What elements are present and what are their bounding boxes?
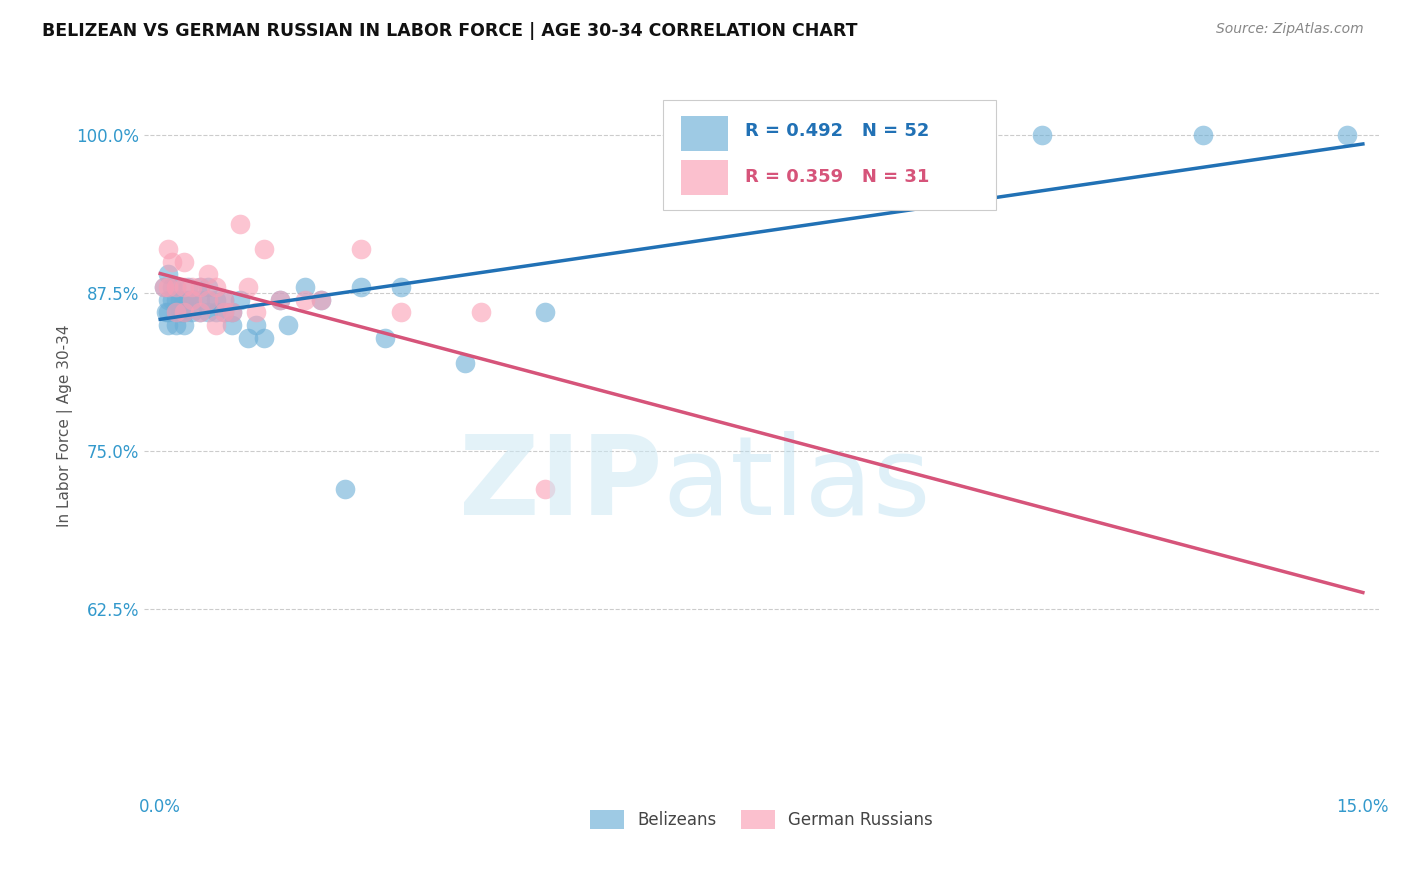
- Point: [309, 293, 332, 307]
- Point: [169, 305, 191, 319]
- Point: [197, 305, 219, 319]
- Point: [177, 293, 200, 307]
- Point: [214, 305, 236, 319]
- Point: [181, 293, 204, 307]
- Point: [160, 255, 183, 269]
- Point: [221, 318, 243, 332]
- Point: [214, 305, 236, 319]
- Point: [173, 305, 195, 319]
- Point: [197, 268, 219, 282]
- Point: [153, 280, 176, 294]
- Point: [188, 305, 211, 319]
- Point: [188, 280, 211, 294]
- Point: [188, 293, 211, 307]
- Point: [534, 305, 557, 319]
- Point: [253, 242, 276, 256]
- Text: BELIZEAN VS GERMAN RUSSIAN IN LABOR FORCE | AGE 30-34 CORRELATION CHART: BELIZEAN VS GERMAN RUSSIAN IN LABOR FORC…: [42, 22, 858, 40]
- Point: [173, 293, 195, 307]
- Point: [294, 280, 316, 294]
- Point: [160, 293, 183, 307]
- FancyBboxPatch shape: [662, 100, 995, 210]
- Point: [153, 280, 176, 294]
- Point: [389, 280, 412, 294]
- Point: [1191, 128, 1213, 143]
- Point: [269, 293, 291, 307]
- Point: [165, 305, 187, 319]
- Point: [157, 318, 180, 332]
- Point: [173, 280, 195, 294]
- Point: [221, 305, 243, 319]
- Point: [181, 305, 204, 319]
- Point: [157, 242, 180, 256]
- Point: [333, 483, 356, 497]
- Point: [165, 280, 187, 294]
- Point: [470, 305, 492, 319]
- Point: [205, 305, 228, 319]
- Point: [197, 293, 219, 307]
- Point: [205, 293, 228, 307]
- Text: ZIP: ZIP: [460, 431, 662, 538]
- Point: [214, 293, 236, 307]
- Point: [294, 293, 316, 307]
- Point: [245, 305, 267, 319]
- Point: [165, 318, 187, 332]
- Legend: Belizeans, German Russians: Belizeans, German Russians: [583, 803, 939, 836]
- Text: R = 0.492   N = 52: R = 0.492 N = 52: [745, 122, 929, 140]
- Point: [374, 331, 396, 345]
- Point: [245, 318, 267, 332]
- Point: [1031, 128, 1053, 143]
- Point: [454, 356, 477, 370]
- Point: [181, 280, 204, 294]
- Point: [269, 293, 291, 307]
- Point: [205, 318, 228, 332]
- Point: [1336, 128, 1358, 143]
- Text: atlas: atlas: [662, 431, 931, 538]
- Point: [173, 318, 195, 332]
- Point: [238, 280, 260, 294]
- Point: [160, 280, 183, 294]
- Point: [309, 293, 332, 307]
- Bar: [682, 160, 728, 195]
- Point: [181, 293, 204, 307]
- Point: [205, 280, 228, 294]
- Point: [157, 268, 180, 282]
- Point: [155, 305, 177, 319]
- Bar: [682, 116, 728, 152]
- Point: [173, 255, 195, 269]
- Point: [157, 305, 180, 319]
- Point: [157, 280, 180, 294]
- Point: [165, 293, 187, 307]
- Point: [229, 217, 252, 231]
- Point: [165, 305, 187, 319]
- Point: [188, 305, 211, 319]
- Point: [277, 318, 299, 332]
- Point: [188, 280, 211, 294]
- Point: [197, 280, 219, 294]
- Point: [157, 293, 180, 307]
- Point: [349, 280, 371, 294]
- Point: [173, 305, 195, 319]
- Point: [349, 242, 371, 256]
- Text: Source: ZipAtlas.com: Source: ZipAtlas.com: [1216, 22, 1364, 37]
- Point: [177, 280, 200, 294]
- Point: [165, 280, 187, 294]
- Point: [238, 331, 260, 345]
- Point: [169, 293, 191, 307]
- Point: [197, 293, 219, 307]
- Y-axis label: In Labor Force | Age 30-34: In Labor Force | Age 30-34: [58, 325, 73, 527]
- Text: R = 0.359   N = 31: R = 0.359 N = 31: [745, 168, 929, 186]
- Point: [221, 305, 243, 319]
- Point: [173, 305, 195, 319]
- Point: [214, 293, 236, 307]
- Point: [253, 331, 276, 345]
- Point: [389, 305, 412, 319]
- Point: [229, 293, 252, 307]
- Point: [181, 293, 204, 307]
- Point: [534, 483, 557, 497]
